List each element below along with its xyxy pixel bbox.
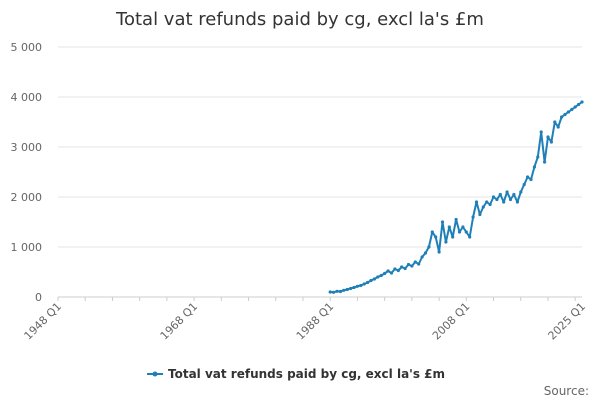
data-point[interactable] [403, 266, 407, 271]
data-point[interactable] [423, 251, 428, 255]
data-point[interactable] [573, 105, 577, 109]
data-point[interactable] [345, 287, 349, 292]
data-point[interactable] [495, 197, 499, 202]
y-tick-label: 0 [35, 291, 42, 304]
data-point[interactable] [366, 280, 370, 285]
data-point[interactable] [512, 192, 516, 197]
data-point[interactable] [539, 130, 543, 134]
series-area [328, 100, 584, 294]
data-point[interactable] [549, 140, 554, 144]
data-point[interactable] [553, 120, 557, 124]
data-point[interactable] [413, 260, 417, 264]
data-point[interactable] [444, 240, 448, 244]
data-point[interactable] [532, 165, 537, 169]
data-point[interactable] [522, 182, 526, 187]
data-point[interactable] [393, 267, 397, 271]
data-point[interactable] [447, 225, 451, 229]
x-tick-label: 1948 Q1 [22, 300, 65, 343]
data-point[interactable] [328, 290, 332, 294]
data-point[interactable] [580, 100, 584, 104]
data-point[interactable] [427, 245, 431, 249]
data-point[interactable] [546, 135, 550, 139]
data-point[interactable] [505, 190, 509, 194]
data-point[interactable] [338, 289, 342, 294]
grid [58, 46, 582, 248]
data-point[interactable] [383, 271, 387, 276]
data-point[interactable] [349, 286, 353, 291]
legend-marker-icon [152, 371, 158, 377]
y-tick-label: 2 000 [11, 191, 43, 204]
data-point[interactable] [454, 217, 458, 222]
data-point[interactable] [451, 235, 455, 239]
data-point[interactable] [478, 212, 482, 217]
y-tick-label: 1 000 [11, 241, 43, 254]
data-point[interactable] [389, 271, 394, 275]
y-axis: 0 1 000 2 000 3 000 4 000 5 000 [11, 41, 43, 304]
data-point[interactable] [556, 125, 560, 129]
data-point[interactable] [529, 177, 533, 182]
data-point[interactable] [560, 115, 564, 119]
data-point[interactable] [461, 225, 465, 229]
data-point[interactable] [498, 192, 502, 197]
data-point[interactable] [417, 262, 421, 266]
x-tick-label: 1988 Q1 [294, 300, 337, 343]
data-point[interactable] [372, 277, 376, 281]
data-point[interactable] [332, 290, 336, 294]
data-point[interactable] [440, 220, 445, 224]
y-tick-label: 5 000 [11, 41, 43, 54]
source-label: Source: [544, 384, 589, 398]
data-point[interactable] [508, 197, 513, 202]
y-tick-label: 3 000 [11, 141, 43, 154]
data-point[interactable] [577, 102, 581, 107]
data-point[interactable] [420, 255, 424, 259]
data-point[interactable] [485, 200, 489, 204]
data-point[interactable] [400, 265, 404, 269]
data-point[interactable] [491, 195, 496, 199]
x-tick-label: 1968 Q1 [158, 300, 201, 343]
data-point[interactable] [563, 112, 567, 117]
chart-title: Total vat refunds paid by cg, excl la's … [115, 9, 484, 30]
data-point[interactable] [430, 230, 434, 234]
data-point[interactable] [457, 230, 462, 234]
x-tick-label: 2008 Q1 [430, 300, 473, 343]
data-point[interactable] [434, 235, 438, 239]
data-point[interactable] [543, 160, 547, 164]
data-point[interactable] [474, 200, 479, 204]
data-point[interactable] [536, 155, 540, 159]
data-point[interactable] [566, 110, 571, 114]
data-point[interactable] [468, 235, 472, 239]
data-point[interactable] [570, 107, 574, 112]
data-point[interactable] [369, 278, 373, 283]
data-point[interactable] [352, 285, 356, 290]
data-point[interactable] [410, 264, 414, 268]
data-point[interactable] [526, 175, 530, 179]
data-point[interactable] [488, 202, 492, 207]
data-point[interactable] [471, 215, 475, 219]
data-point[interactable] [502, 200, 506, 204]
y-tick-label: 4 000 [11, 91, 43, 104]
data-point[interactable] [519, 190, 523, 194]
legend-label: Total vat refunds paid by cg, excl la's … [168, 367, 445, 381]
data-point[interactable] [386, 269, 390, 273]
x-axis: 1948 Q1 1968 Q1 1988 Q1 2008 Q1 2025 Q1 [22, 296, 589, 343]
data-point[interactable] [376, 275, 380, 279]
data-point[interactable] [464, 230, 468, 234]
data-point[interactable] [359, 283, 363, 288]
data-point[interactable] [342, 288, 346, 292]
data-point[interactable] [406, 262, 411, 267]
data-point[interactable] [362, 282, 366, 286]
data-point[interactable] [481, 205, 485, 209]
data-point[interactable] [335, 289, 339, 293]
x-tick-label: 2025 Q1 [546, 300, 589, 343]
data-point[interactable] [437, 250, 441, 254]
data-point[interactable] [396, 268, 400, 273]
legend[interactable]: Total vat refunds paid by cg, excl la's … [147, 367, 445, 381]
data-point[interactable] [515, 200, 520, 204]
data-point[interactable] [355, 284, 359, 288]
data-point[interactable] [379, 273, 383, 278]
